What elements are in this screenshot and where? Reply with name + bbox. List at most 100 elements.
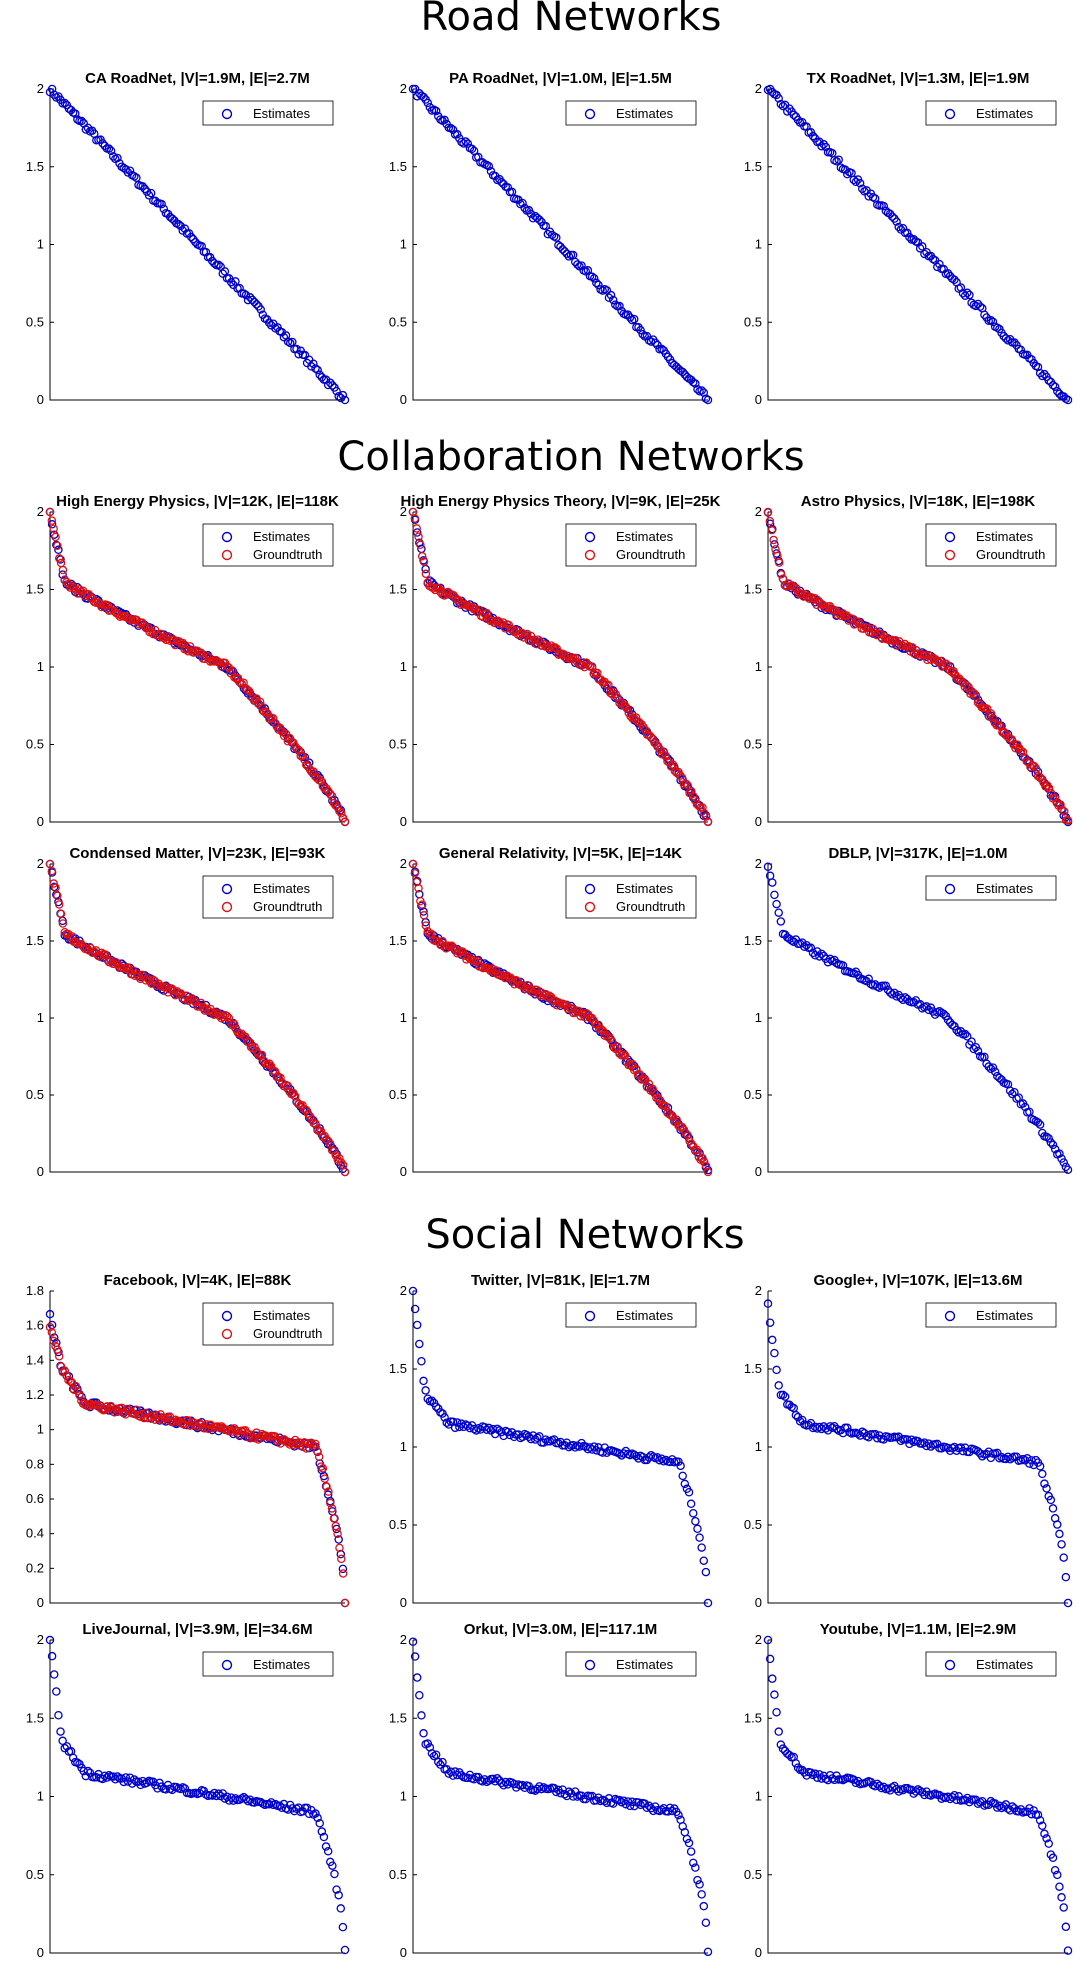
data-point <box>255 697 265 707</box>
data-point <box>47 866 57 876</box>
data-point <box>898 1785 908 1795</box>
data-point <box>463 139 473 148</box>
data-point <box>1061 1922 1071 1932</box>
data-point <box>894 222 903 232</box>
data-point <box>821 603 831 612</box>
data-point <box>180 224 190 233</box>
data-point <box>695 1880 704 1889</box>
data-point <box>328 381 337 390</box>
data-point <box>503 183 513 192</box>
y-tick-label: 1 <box>400 1010 407 1025</box>
data-point <box>678 367 687 377</box>
data-point <box>891 635 900 645</box>
data-point <box>894 1787 903 1796</box>
data-point <box>1022 757 1032 766</box>
data-point <box>564 1442 574 1452</box>
data-point <box>768 1674 777 1683</box>
legend-marker <box>584 901 596 913</box>
data-point <box>885 988 895 997</box>
data-point <box>986 315 996 325</box>
data-point <box>429 1751 439 1761</box>
data-point <box>419 92 428 102</box>
data-point <box>838 961 848 970</box>
legend-label: Estimates <box>616 106 674 121</box>
data-point <box>264 318 274 327</box>
data-point <box>484 1776 494 1785</box>
panel-title: High Energy Physics Theory, |V|=9K, |E|=… <box>401 493 721 510</box>
data-point <box>417 1356 426 1366</box>
data-point <box>604 680 613 690</box>
data-point <box>774 94 783 103</box>
data-point <box>340 817 350 826</box>
data-point <box>71 1381 81 1391</box>
data-point <box>1055 1529 1064 1539</box>
data-point <box>682 1834 692 1844</box>
data-point <box>113 1772 122 1781</box>
data-point <box>440 115 449 125</box>
y-tick-label: 0 <box>37 1164 44 1179</box>
data-point <box>1059 811 1068 820</box>
data-point <box>294 745 304 755</box>
data-point <box>429 584 438 593</box>
data-point <box>313 1447 322 1456</box>
y-tick-label: 0.8 <box>26 1456 44 1471</box>
data-point <box>250 1433 259 1443</box>
chart-panel: DBLP, |V|=317K, |E|=1.0M 0 0.5 1 1.5 2 Estimat… <box>744 845 1073 1179</box>
data-point <box>51 883 60 892</box>
data-point <box>904 642 913 651</box>
data-point <box>667 1806 677 1816</box>
legend-box <box>565 100 697 126</box>
data-point <box>853 617 863 626</box>
y-tick-label: 1.5 <box>744 159 762 174</box>
data-point <box>604 293 614 303</box>
data-point <box>463 1421 473 1430</box>
data-point <box>960 1029 970 1039</box>
data-point <box>427 1396 437 1405</box>
data-point <box>634 1798 643 1807</box>
data-point <box>241 290 251 300</box>
data-point <box>68 1753 78 1763</box>
data-point <box>311 1439 320 1449</box>
data-point <box>226 1018 235 1028</box>
data-point <box>550 643 560 652</box>
data-point <box>412 1673 422 1682</box>
data-point <box>438 936 447 946</box>
data-point <box>791 1410 801 1420</box>
legend-label: Estimates <box>616 1308 674 1323</box>
y-tick-label: 0.5 <box>744 737 762 752</box>
data-point <box>98 139 107 148</box>
y-tick-label: 0.5 <box>26 1087 44 1102</box>
data-point <box>325 790 335 799</box>
data-point <box>815 137 824 147</box>
panel-title: Orkut, |V|=3.0M, |E|=117.1M <box>464 1621 658 1638</box>
axis-lines <box>767 864 1068 1173</box>
data-point <box>410 1652 420 1661</box>
data-point <box>768 1335 777 1345</box>
data-point <box>1014 1807 1023 1816</box>
data-point <box>448 125 458 134</box>
data-point <box>222 1011 232 1021</box>
data-point <box>768 878 777 887</box>
legend-box <box>925 1651 1057 1677</box>
data-point <box>83 1766 93 1776</box>
data-point <box>592 1796 601 1805</box>
data-point <box>73 115 82 124</box>
data-point <box>1007 735 1017 744</box>
panel-title: High Energy Physics, |V|=12K, |E|=118K <box>56 493 339 510</box>
data-point <box>606 688 615 698</box>
data-point <box>235 677 245 687</box>
y-tick-label: 0 <box>400 814 407 829</box>
data-point <box>892 1784 901 1794</box>
data-point <box>102 955 112 964</box>
legend-marker <box>584 108 596 120</box>
data-point <box>285 1087 294 1097</box>
data-point <box>695 1533 704 1542</box>
data-point <box>789 110 798 120</box>
panel-title: TX RoadNet, |V|=1.3M, |E|=1.9M <box>807 70 1030 87</box>
data-point <box>990 1067 1000 1076</box>
data-point <box>589 274 599 283</box>
data-point <box>416 540 425 550</box>
data-point <box>325 378 335 388</box>
data-point <box>322 1482 331 1491</box>
data-point <box>322 784 331 793</box>
